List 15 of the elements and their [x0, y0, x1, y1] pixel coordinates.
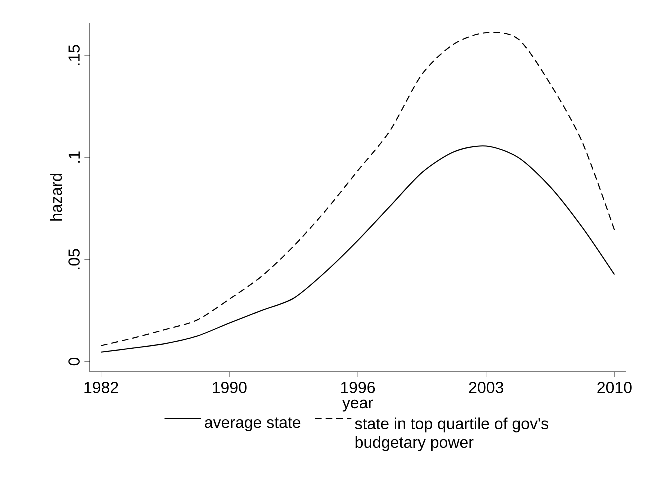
- y-tick-label: .1: [68, 152, 80, 163]
- y-tick-label: .05: [68, 249, 80, 270]
- x-tick-label: 2003: [469, 382, 504, 394]
- x-axis-title: year: [342, 400, 374, 412]
- line-series: [100, 146, 616, 353]
- y-tick-label: 0: [68, 358, 80, 366]
- x-tick-label: 2010: [598, 382, 632, 394]
- y-axis-title: hazard: [50, 174, 62, 221]
- x-tick-label: 1982: [84, 382, 118, 394]
- legend-label: average state: [205, 418, 301, 432]
- line-series: [100, 32, 616, 346]
- x-tick-label: 1990: [213, 382, 247, 394]
- x-tick-label: 1996: [341, 382, 376, 394]
- legend-label: state in top quartile of gov's budgetary power: [355, 418, 548, 452]
- y-tick-label: .15: [68, 45, 80, 66]
